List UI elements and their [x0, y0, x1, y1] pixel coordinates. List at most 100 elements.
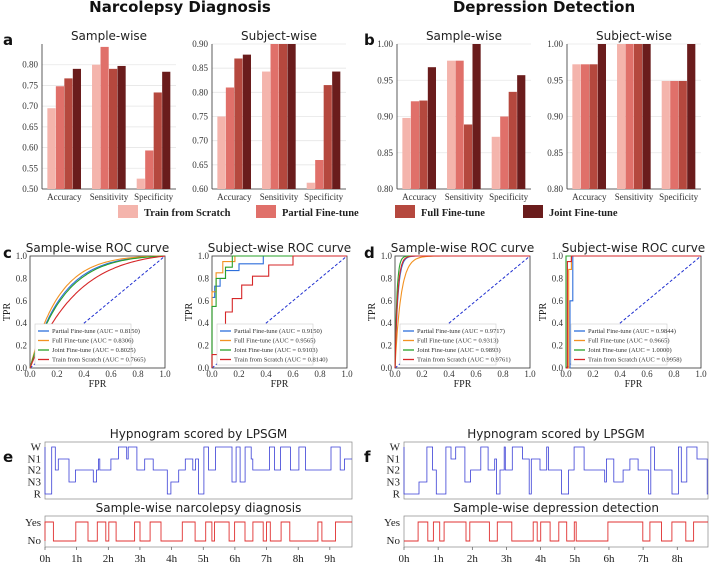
x-tick-label: 6h — [603, 553, 615, 565]
roc-legend-box — [216, 323, 314, 366]
y-tick-label: 0.4 — [381, 318, 393, 328]
roc-legend-label: Joint Fine-tune (AUC = 0.8025) — [52, 347, 136, 354]
roc-legend-label: Partial Fine-tune (AUC = 0.9150) — [234, 328, 322, 335]
diagnosis-trace — [404, 521, 708, 542]
chart-title: Subject-wise ROC curve — [562, 241, 705, 255]
x-axis-label: FPR — [271, 379, 289, 390]
bar — [670, 80, 679, 189]
y-tick-label: 1.0 — [198, 251, 210, 261]
x-tick-label: 1.0 — [341, 369, 353, 379]
y-axis-label: TPR — [367, 303, 378, 322]
legend-label-scratch: Train from Scratch — [144, 208, 231, 219]
chart-title: Sample-wise ROC curve — [26, 241, 170, 255]
y-tick-label: 1.0 — [16, 251, 28, 261]
roc-legend-label: Partial Fine-tune (AUC = 0.9844) — [588, 328, 676, 335]
roc-legend-box — [570, 323, 668, 366]
x-tick-label: Specificity — [304, 192, 343, 202]
x-tick-label: Sensitivity — [260, 192, 299, 202]
bar — [287, 44, 296, 189]
bar — [617, 44, 626, 189]
roc-chart-c-subject: 0.00.0 0.2 0.2 0.4 0.4 0.6 0.6 0.8 0.8 1.0 1.0 FPR T… — [184, 241, 353, 390]
x-tick-label: Specificity — [489, 192, 528, 202]
stage-label: W — [390, 442, 401, 454]
x-tick-label: 0.0 — [389, 369, 401, 379]
x-tick-label: 5h — [198, 553, 210, 565]
bar — [225, 87, 235, 189]
x-tick-label: 0.4 — [614, 369, 626, 379]
y-tick-label: 0.8 — [16, 273, 28, 283]
y-tick-label: 0.8 — [198, 273, 210, 283]
bar — [72, 68, 82, 189]
bar — [64, 78, 73, 189]
x-tick-label: 0.6 — [287, 369, 299, 379]
x-tick-label: 0.0 — [206, 369, 218, 379]
y-tick-label: 0.85 — [192, 63, 208, 73]
roc-legend-label: Joint Fine-tune (AUC = 0.9103) — [234, 347, 318, 354]
y-tick-label: 0.70 — [192, 136, 208, 146]
x-tick-label: 0.8 — [314, 369, 326, 379]
y-tick-label: 0.2 — [381, 341, 392, 351]
diagnosis-trace — [44, 521, 352, 542]
y-tick-label: 0.6 — [198, 296, 210, 306]
legend-label-full: Full Fine-tune — [421, 208, 485, 219]
y-axis-label: TPR — [2, 303, 13, 322]
heading-depression: Depression Detection — [453, 0, 635, 16]
x-tick-label: Sensitivity — [445, 192, 484, 202]
bar — [117, 65, 126, 189]
stage-label: N2 — [387, 465, 400, 477]
legend-swatch-joint — [523, 205, 543, 218]
y-tick-label: 0.6 — [16, 296, 28, 306]
bar — [234, 58, 243, 189]
y-tick-label: 1.00 — [547, 39, 563, 49]
y-tick-label: 1.00 — [377, 39, 393, 49]
roc-legend-box — [399, 323, 497, 366]
y-tick-label: 1.0 — [552, 251, 564, 261]
x-tick-label: 1.0 — [159, 369, 171, 379]
x-tick-label: 0.0 — [560, 369, 572, 379]
x-tick-label: Accuracy — [217, 192, 252, 202]
x-tick-label: Specificity — [134, 192, 173, 202]
y-tick-label: 0.75 — [22, 80, 38, 90]
stage-label: N2 — [28, 465, 41, 477]
hypnogram-title: Hypnogram scored by LPSGM — [467, 427, 645, 441]
y-tick-label: 0.0 — [552, 363, 564, 373]
legend-swatch-scratch — [118, 205, 138, 218]
roc-curve — [394, 255, 530, 369]
x-tick-label: 0.4 — [443, 369, 455, 379]
y-tick-label: 0.85 — [377, 148, 393, 158]
chart-title: Sample-wise — [71, 29, 147, 43]
roc-legend-label: Full Fine-tune (AUC = 0.9313) — [417, 338, 498, 345]
y-tick-label: 0.50 — [22, 184, 38, 194]
bar — [625, 44, 634, 189]
y-tick-label: 0.55 — [22, 163, 38, 173]
bar — [136, 178, 145, 189]
y-tick-label: 0.95 — [377, 75, 393, 85]
heading-narcolepsy: Narcolepsy Diagnosis — [89, 0, 271, 16]
chart-title: Sample-wise ROC curve — [391, 241, 535, 255]
chance-diagonal — [394, 255, 531, 369]
x-axis-label: FPR — [89, 379, 107, 390]
x-tick-label: 0.4 — [260, 369, 272, 379]
bar — [332, 71, 341, 189]
y-tick-label: 0.60 — [192, 184, 208, 194]
bar-chart-b-sample: 0.80 0.85 0.90 0.95 1.00 Accuracy Sensitivity S… — [377, 29, 531, 202]
bar — [661, 80, 670, 189]
y-tick-label: 0.80 — [22, 60, 38, 70]
stage-label: N1 — [28, 454, 41, 466]
y-tick-label: 0.0 — [381, 363, 393, 373]
bar — [517, 75, 526, 189]
roc-legend-label: Full Fine-tune (AUC = 0.9565) — [234, 338, 315, 345]
chance-diagonal — [211, 255, 348, 369]
y-tick-label: 0.4 — [552, 318, 564, 328]
chance-diagonal — [29, 255, 166, 369]
x-tick-label: 0.2 — [416, 369, 427, 379]
y-tick-label: 0.6 — [381, 296, 393, 306]
y-axis-label: TPR — [184, 303, 195, 322]
chart-layer: 0.50 0.55 0.60 0.65 0.70 0.75 0.80 Accuracy Sens… — [2, 29, 709, 565]
bar — [217, 116, 226, 189]
plot-frame — [29, 255, 166, 369]
legend-swatch-partial — [256, 205, 276, 218]
roc-legend-label: Full Fine-tune (AUC = 0.9665) — [588, 338, 669, 345]
